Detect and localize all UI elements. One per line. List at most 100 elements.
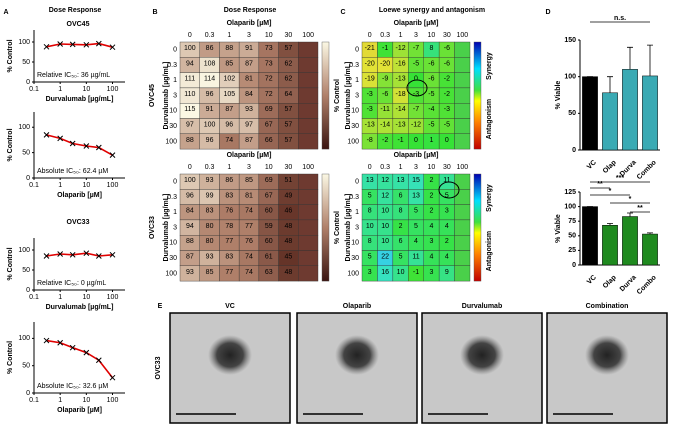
- cell-value: -2: [444, 76, 450, 83]
- cell-value: 4: [445, 223, 449, 230]
- row-label: 0.3: [167, 194, 177, 201]
- data-point: [43, 131, 50, 138]
- cell-value: 85: [206, 269, 214, 276]
- y-axis-label: Durvalumab [µg/mL]: [345, 194, 352, 262]
- x-tick-label: 1: [58, 294, 62, 301]
- cell-value: 86: [225, 177, 233, 184]
- group-title: OVC33: [67, 219, 90, 226]
- row-label: 0: [355, 46, 359, 53]
- cell-value: 72: [265, 76, 273, 83]
- data-point: [69, 140, 76, 147]
- cell-value: 4: [445, 253, 449, 260]
- data-point: [57, 339, 64, 346]
- cell-value: 114: [204, 76, 215, 83]
- data-point: [57, 41, 64, 47]
- cell-value: 74: [225, 137, 233, 144]
- colorbar: [321, 173, 330, 282]
- cell-value: 94: [186, 223, 194, 230]
- sig-label: n.s.: [614, 15, 626, 22]
- row-label: 1: [355, 209, 359, 216]
- cell-value: -6: [428, 76, 434, 83]
- cell-value: 87: [245, 60, 253, 67]
- x-tick-label: 0.1: [29, 397, 39, 404]
- cell-value: 13: [366, 177, 374, 184]
- bar: [582, 206, 598, 266]
- cell-value: 3: [429, 269, 433, 276]
- col-label: 10: [265, 164, 273, 171]
- cell-value: 0: [414, 76, 418, 83]
- empty-cell: [454, 265, 471, 282]
- x-tick-label: 0.1: [29, 86, 39, 93]
- cell-value: 93: [186, 269, 194, 276]
- col-label: 10: [428, 164, 436, 171]
- row-label: 30: [169, 255, 177, 262]
- cell-value: -6: [444, 60, 450, 67]
- empty-cell: [454, 189, 471, 205]
- cell-value: 66: [265, 137, 273, 144]
- row-label: 30: [351, 255, 359, 262]
- cell-value: 5: [399, 253, 403, 260]
- cell-value: 6: [399, 238, 403, 245]
- bar: [602, 92, 618, 151]
- cell-value: 48: [285, 269, 293, 276]
- cell-value: -6: [382, 91, 388, 98]
- col-label: 100: [456, 32, 468, 39]
- cell-value: 57: [285, 45, 293, 52]
- cell-value: 76: [225, 208, 233, 215]
- colorbar-label: Antagonism: [486, 231, 493, 271]
- cell-value: 64: [285, 91, 293, 98]
- col-label: 3: [414, 164, 418, 171]
- cell-value: 61: [265, 253, 273, 260]
- col-label: 0: [188, 164, 192, 171]
- x-tick-label: VC: [586, 274, 598, 286]
- y-axis-label: Durvalumab [µg/mL]: [345, 62, 352, 130]
- cell-value: -2: [444, 91, 450, 98]
- spheroid: [585, 335, 629, 375]
- empty-cell: [454, 87, 471, 104]
- cell-value: 63: [265, 269, 273, 276]
- x-axis-label: Olaparib [µM]: [394, 152, 439, 159]
- x-tick-label: 1: [58, 86, 62, 93]
- fit-line: [46, 42, 113, 48]
- y-tick-label: 150: [564, 37, 576, 44]
- empty-cell: [454, 133, 471, 150]
- cell-value: 96: [186, 192, 194, 199]
- sig-label: *: [609, 188, 612, 195]
- col-label: 3: [247, 32, 251, 39]
- cell-value: 74: [245, 208, 253, 215]
- cell-value: 74: [245, 253, 253, 260]
- data-point: [69, 41, 76, 48]
- cell-value: -8: [367, 137, 373, 144]
- y-axis-label: Durvalumab [µg/mL]: [163, 194, 170, 262]
- data-point: [69, 251, 76, 258]
- col-label: 1: [227, 164, 231, 171]
- error-bar: [607, 223, 613, 226]
- cell-value: 3: [368, 269, 372, 276]
- cell-value: 72: [265, 91, 273, 98]
- row-label: 1: [173, 209, 177, 216]
- y-axis-label: % Control: [7, 341, 14, 374]
- cell-value: -14: [380, 121, 390, 128]
- error-bar: [627, 212, 633, 217]
- sig-label: **: [597, 181, 603, 188]
- row-label: 10: [351, 108, 359, 115]
- y-tick-label: 100: [564, 74, 576, 81]
- cell-value: 91: [245, 45, 253, 52]
- empty-cell: [298, 219, 319, 236]
- col-label: 0.3: [380, 164, 390, 171]
- cell-value: 6: [399, 192, 403, 199]
- col-label: 0: [368, 32, 372, 39]
- cell-value: -13: [365, 121, 375, 128]
- x-tick-label: 100: [107, 86, 119, 93]
- col-label: 30: [443, 164, 451, 171]
- cell-value: 46: [285, 208, 293, 215]
- y-tick-label: 0: [26, 390, 30, 397]
- y-axis-label: % Viable: [555, 81, 562, 110]
- cell-value: -4: [428, 106, 434, 113]
- cell-value: 67: [265, 121, 273, 128]
- x-tick-label: 100: [107, 397, 119, 404]
- x-tick-label: Olap: [602, 274, 618, 290]
- cell-value: 10: [381, 238, 389, 245]
- cell-value: 45: [285, 253, 293, 260]
- y-tick-label: 50: [22, 59, 30, 66]
